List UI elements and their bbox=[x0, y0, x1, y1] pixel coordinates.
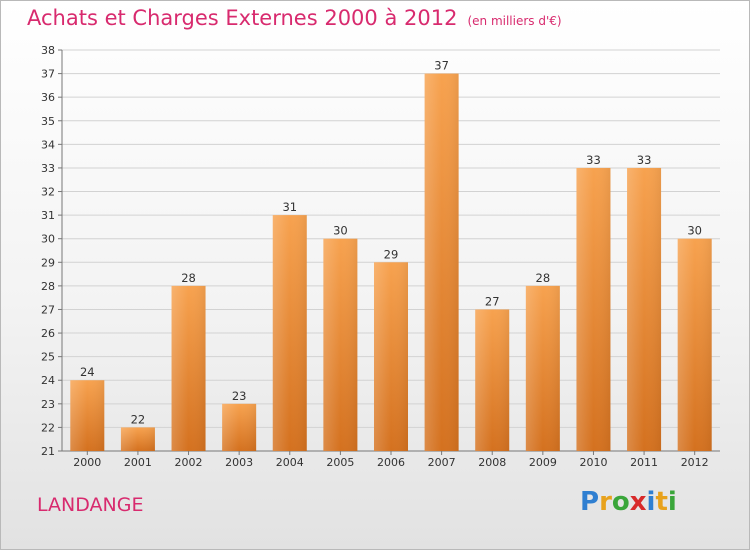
x-tick-label: 2009 bbox=[529, 456, 557, 469]
y-tick-label: 30 bbox=[41, 233, 55, 246]
y-tick-label: 27 bbox=[41, 303, 55, 316]
logo-letter: o bbox=[611, 487, 630, 517]
bar-shine bbox=[424, 73, 459, 452]
bar-value-label: 33 bbox=[586, 153, 601, 167]
y-tick-label: 26 bbox=[41, 327, 55, 340]
y-tick-label: 23 bbox=[41, 398, 55, 411]
logo-letter: x bbox=[629, 487, 647, 517]
bar-value-label: 33 bbox=[637, 153, 652, 167]
x-tick-label: 2006 bbox=[377, 456, 405, 469]
bar-shine bbox=[70, 380, 105, 451]
x-tick-label: 2000 bbox=[73, 456, 101, 469]
bar-value-label: 23 bbox=[232, 389, 247, 403]
bar-shine bbox=[120, 427, 155, 451]
chart-title: Achats et Charges Externes 2000 à 2012 (e… bbox=[27, 6, 562, 30]
x-tick-label: 2011 bbox=[630, 456, 658, 469]
chart-title-text: Achats et Charges Externes 2000 à 2012 bbox=[27, 6, 458, 30]
y-tick-label: 35 bbox=[41, 115, 55, 128]
bar-value-label: 31 bbox=[282, 200, 297, 214]
commune-name: LANDANGE bbox=[37, 494, 144, 516]
bar-value-label: 28 bbox=[536, 271, 551, 285]
y-tick-label: 22 bbox=[41, 421, 55, 434]
x-tick-label: 2012 bbox=[681, 456, 709, 469]
y-tick-label: 28 bbox=[41, 280, 55, 293]
bar-shine bbox=[222, 403, 257, 451]
x-tick-label: 2008 bbox=[478, 456, 506, 469]
chart-unit: (en milliers d'€) bbox=[467, 14, 562, 28]
logo-letter: r bbox=[599, 487, 612, 517]
proxiti-logo[interactable]: Proxiti bbox=[580, 487, 677, 517]
logo-letter: i bbox=[646, 487, 656, 517]
x-tick-label: 2005 bbox=[326, 456, 354, 469]
bar-shine bbox=[677, 238, 712, 451]
bar-value-label: 30 bbox=[333, 224, 348, 238]
bar-value-label: 28 bbox=[181, 271, 196, 285]
bar-shine bbox=[323, 238, 358, 451]
bar-value-label: 22 bbox=[131, 412, 146, 426]
x-tick-label: 2007 bbox=[428, 456, 456, 469]
bar-shine bbox=[171, 285, 206, 451]
x-tick-label: 2004 bbox=[276, 456, 304, 469]
y-tick-label: 25 bbox=[41, 351, 55, 364]
bar-value-label: 29 bbox=[384, 247, 399, 261]
bar-shine bbox=[272, 215, 307, 451]
y-tick-label: 31 bbox=[41, 209, 55, 222]
bars: 24 22 28 23 31 30 29 37 27 28 33 33 30 bbox=[70, 59, 712, 452]
x-tick-label: 2003 bbox=[225, 456, 253, 469]
bar-shine bbox=[627, 167, 662, 452]
y-tick-label: 33 bbox=[41, 162, 55, 175]
x-tick-label: 2001 bbox=[124, 456, 152, 469]
bar-value-label: 37 bbox=[434, 59, 449, 73]
bar-shine bbox=[576, 167, 611, 452]
logo-letter: t bbox=[655, 487, 668, 517]
y-tick-label: 21 bbox=[41, 445, 55, 458]
logo-letter: P bbox=[580, 487, 600, 517]
y-tick-label: 36 bbox=[41, 91, 55, 104]
bar-shine bbox=[475, 309, 510, 451]
x-axis-labels: 2000 2001 2002 2003 2004 2005 2006 2007 2008 2009… bbox=[73, 451, 709, 469]
y-tick-label: 32 bbox=[41, 186, 55, 199]
y-tick-label: 37 bbox=[41, 68, 55, 81]
bar-shine bbox=[525, 285, 560, 451]
bar-value-label: 24 bbox=[80, 365, 95, 379]
bar-shine bbox=[374, 262, 408, 451]
y-tick-label: 34 bbox=[41, 138, 55, 151]
y-tick-label: 38 bbox=[41, 44, 55, 57]
x-tick-label: 2010 bbox=[579, 456, 607, 469]
y-tick-label: 24 bbox=[41, 374, 55, 387]
x-tick-label: 2002 bbox=[175, 456, 203, 469]
logo-letter: i bbox=[667, 487, 677, 517]
bar-value-label: 30 bbox=[687, 224, 702, 238]
y-tick-label: 29 bbox=[41, 256, 55, 269]
bar-value-label: 27 bbox=[485, 294, 500, 308]
